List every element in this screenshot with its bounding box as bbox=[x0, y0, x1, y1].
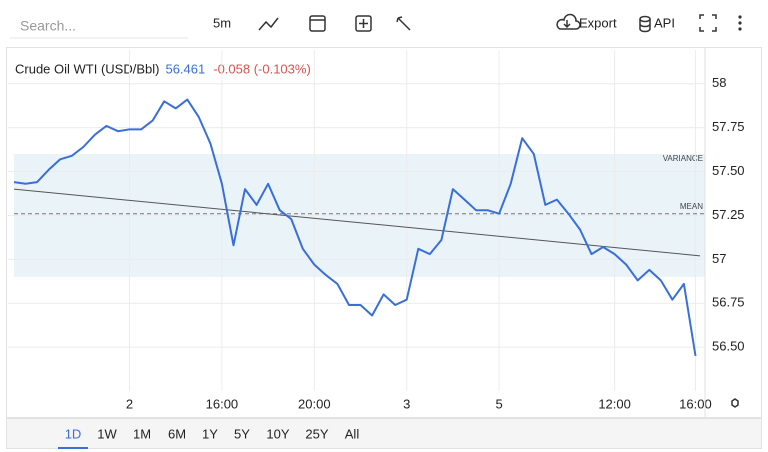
chart-frame bbox=[6, 47, 762, 418]
price-change: -0.058 (-0.103%) bbox=[213, 61, 311, 76]
export-icon[interactable] bbox=[556, 13, 581, 30]
tools-icon[interactable] bbox=[396, 16, 411, 31]
range-button[interactable]: 1M bbox=[133, 426, 151, 441]
chart-title: Crude Oil WTI (USD/Bbl) bbox=[15, 61, 159, 76]
x-tick-label: 3 bbox=[403, 396, 410, 411]
y-tick-label: 57.75 bbox=[712, 119, 745, 134]
interval-button[interactable]: 5m bbox=[213, 15, 231, 30]
settings-icon[interactable] bbox=[731, 398, 739, 408]
api-icon[interactable] bbox=[639, 15, 651, 33]
fullscreen-icon[interactable] bbox=[699, 14, 717, 32]
x-tick-label: 5 bbox=[495, 396, 502, 411]
x-tick-label: 20:00 bbox=[298, 396, 331, 411]
range-bar bbox=[6, 418, 762, 449]
more-icon[interactable] bbox=[738, 15, 742, 31]
y-tick-label: 57.50 bbox=[712, 163, 745, 178]
range-button[interactable]: 1D bbox=[65, 426, 82, 441]
x-tick-label: 12:00 bbox=[598, 396, 631, 411]
variance-label: VARIANCE bbox=[663, 154, 703, 163]
range-button[interactable]: 25Y bbox=[305, 426, 328, 441]
y-tick-label: 57.25 bbox=[712, 207, 745, 222]
range-button[interactable]: All bbox=[345, 426, 360, 441]
range-button[interactable]: 10Y bbox=[266, 426, 289, 441]
y-tick-label: 58 bbox=[712, 75, 726, 90]
add-indicator-icon[interactable] bbox=[355, 15, 372, 32]
range-button[interactable]: 1W bbox=[97, 426, 117, 441]
range-button[interactable]: 5Y bbox=[234, 426, 250, 441]
api-button[interactable]: API bbox=[654, 15, 675, 30]
x-tick-label: 16:00 bbox=[679, 396, 712, 411]
line-type-icon[interactable] bbox=[258, 17, 279, 31]
x-tick-label: 2 bbox=[126, 396, 133, 411]
x-tick-label: 16:00 bbox=[206, 396, 239, 411]
plot-area: VARIANCE 56.50 56.75 57 57.25 57.50 57.75 58 2 16… bbox=[8, 48, 745, 417]
y-tick-label: 57 bbox=[712, 251, 726, 266]
range-button[interactable]: 1Y bbox=[202, 426, 218, 441]
search-placeholder: Search... bbox=[20, 18, 76, 34]
last-value: 56.461 bbox=[165, 61, 205, 76]
price-line bbox=[13, 98, 697, 357]
range-button[interactable]: 6M bbox=[168, 426, 186, 441]
range-buttons: 1D 1W 1M 6M 1Y 5Y 10Y 25Y All bbox=[65, 426, 360, 441]
mean-label: MEAN bbox=[680, 202, 703, 211]
y-tick-label: 56.75 bbox=[712, 295, 745, 310]
y-tick-label: 56.50 bbox=[712, 339, 745, 354]
search-box[interactable] bbox=[10, 10, 188, 38]
export-button[interactable]: Export bbox=[579, 15, 617, 30]
calendar-icon[interactable] bbox=[309, 15, 326, 32]
trend-line bbox=[13, 188, 701, 257]
